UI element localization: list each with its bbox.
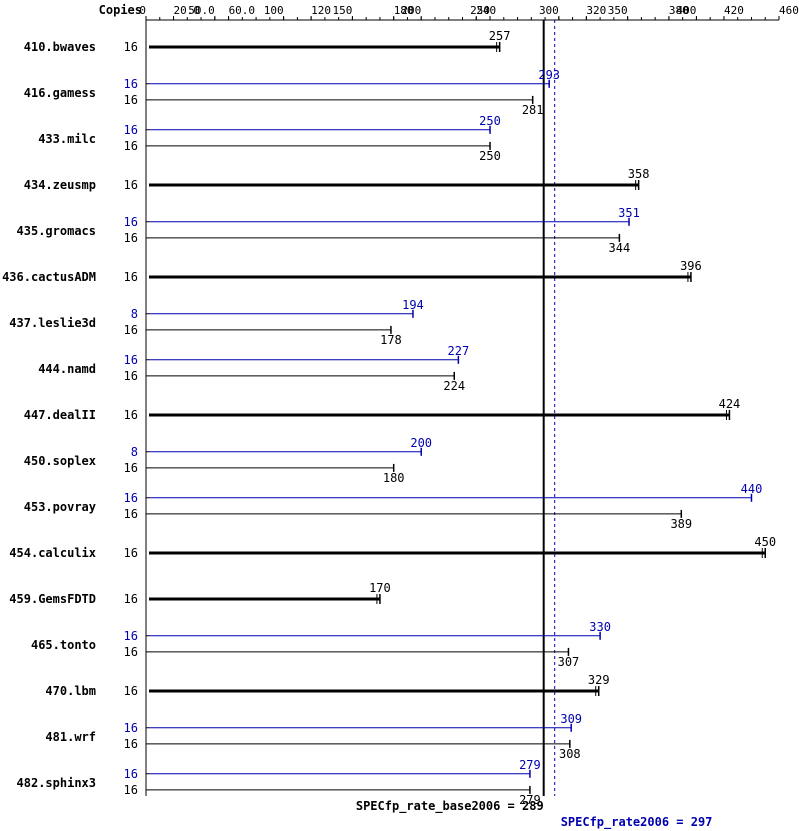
copies-base: 16: [124, 231, 138, 245]
copies-peak: 8: [131, 445, 138, 459]
base-value: 396: [680, 259, 702, 273]
benchmark-name: 410.bwaves: [24, 40, 96, 54]
copies-header: Copies: [99, 3, 142, 17]
copies-peak: 16: [124, 77, 138, 91]
base-value: 450: [754, 535, 776, 549]
base-value: 180: [383, 471, 405, 485]
base-value: 389: [670, 517, 692, 531]
copies-base: 16: [124, 737, 138, 751]
peak-value: 309: [560, 712, 582, 726]
peak-value: 351: [618, 206, 640, 220]
base-value: 329: [588, 673, 610, 687]
benchmark-name: 433.milc: [38, 132, 96, 146]
peak-value: 250: [479, 114, 501, 128]
axis-tick-label: 120: [311, 4, 331, 17]
benchmark-name: 447.dealII: [24, 408, 96, 422]
peak-value: 330: [589, 620, 611, 634]
peak-value: 279: [519, 758, 541, 772]
benchmark-name: 470.lbm: [45, 684, 96, 698]
copies-base: 16: [124, 93, 138, 107]
benchmark-name: 444.namd: [38, 362, 96, 376]
copies-peak: 16: [124, 123, 138, 137]
copies-peak: 16: [124, 767, 138, 781]
copies-base: 16: [124, 323, 138, 337]
axis-tick-label: 240: [476, 4, 496, 17]
benchmark-name: 437.leslie3d: [9, 316, 96, 330]
base-value: 170: [369, 581, 391, 595]
copies-base: 16: [124, 40, 138, 54]
base-value: 178: [380, 333, 402, 347]
axis-tick-label: 350: [608, 4, 628, 17]
footer-peak: SPECfp_rate2006 = 297: [561, 815, 713, 830]
benchmark-name: 434.zeusmp: [24, 178, 96, 192]
copies-base: 16: [124, 139, 138, 153]
axis-tick-label: 300: [539, 4, 559, 17]
copies-peak: 16: [124, 353, 138, 367]
benchmark-name: 465.tonto: [31, 638, 96, 652]
copies-base: 16: [124, 461, 138, 475]
base-value: 424: [719, 397, 741, 411]
axis-tick-label: 460: [779, 4, 799, 17]
copies-base: 16: [124, 178, 138, 192]
benchmark-name: 459.GemsFDTD: [9, 592, 96, 606]
benchmark-name: 435.gromacs: [17, 224, 96, 238]
spec-chart: 050.010015020025030035040020.060.0120180…: [0, 0, 799, 831]
copies-peak: 8: [131, 307, 138, 321]
base-value: 257: [489, 29, 511, 43]
base-value: 308: [559, 747, 581, 761]
copies-peak: 16: [124, 721, 138, 735]
axis-tick-label: 420: [724, 4, 744, 17]
copies-base: 16: [124, 270, 138, 284]
peak-value: 194: [402, 298, 424, 312]
axis-tick-label: 20.0: [174, 4, 201, 17]
base-value: 307: [558, 655, 580, 669]
copies-base: 16: [124, 684, 138, 698]
copies-base: 16: [124, 507, 138, 521]
base-value: 344: [609, 241, 631, 255]
axis-tick-label: 150: [333, 4, 353, 17]
base-value: 250: [479, 149, 501, 163]
benchmark-name: 482.sphinx3: [17, 776, 96, 790]
axis-tick-label: 180: [394, 4, 414, 17]
copies-base: 16: [124, 783, 138, 797]
copies-peak: 16: [124, 629, 138, 643]
benchmark-name: 481.wrf: [45, 730, 96, 744]
peak-value: 227: [448, 344, 470, 358]
base-value: 281: [522, 103, 544, 117]
axis-tick-label: 380: [669, 4, 689, 17]
copies-base: 16: [124, 645, 138, 659]
axis-tick-label: 60.0: [229, 4, 256, 17]
base-value: 358: [628, 167, 650, 181]
copies-base: 16: [124, 546, 138, 560]
copies-peak: 16: [124, 215, 138, 229]
benchmark-name: 453.povray: [24, 500, 96, 514]
benchmark-name: 416.gamess: [24, 86, 96, 100]
benchmark-name: 454.calculix: [9, 546, 96, 560]
base-value: 224: [443, 379, 465, 393]
benchmark-name: 450.soplex: [24, 454, 96, 468]
peak-value: 440: [741, 482, 763, 496]
axis-tick-label: 100: [264, 4, 284, 17]
copies-base: 16: [124, 592, 138, 606]
benchmark-name: 436.cactusADM: [2, 270, 96, 284]
footer-base: SPECfp_rate_base2006 = 289: [356, 799, 544, 814]
peak-value: 200: [410, 436, 432, 450]
copies-peak: 16: [124, 491, 138, 505]
copies-base: 16: [124, 369, 138, 383]
peak-value: 293: [538, 68, 560, 82]
axis-tick-label: 320: [586, 4, 606, 17]
copies-base: 16: [124, 408, 138, 422]
